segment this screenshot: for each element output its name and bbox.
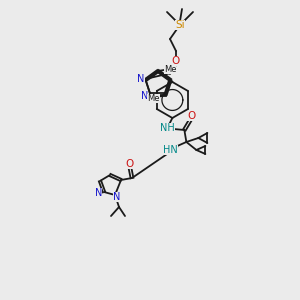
Text: Si: Si <box>175 20 185 30</box>
Text: NH: NH <box>160 123 175 133</box>
Text: Me: Me <box>147 94 160 103</box>
Text: N: N <box>94 188 102 198</box>
Text: N: N <box>137 74 145 84</box>
Text: O: O <box>187 111 196 121</box>
Text: HN: HN <box>163 145 178 155</box>
Text: N: N <box>141 91 148 100</box>
Text: Me: Me <box>164 64 176 74</box>
Text: N: N <box>113 192 121 202</box>
Text: O: O <box>172 56 180 66</box>
Text: O: O <box>126 159 134 169</box>
